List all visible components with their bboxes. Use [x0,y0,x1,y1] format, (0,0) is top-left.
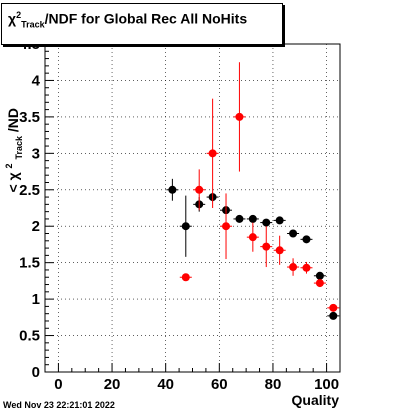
title-sup: 2 [16,10,22,20]
black-data-point [235,214,244,223]
x-tick-label: 40 [157,376,174,393]
y-tick-label: 1.5 [19,255,40,272]
title-chi: χ [8,10,17,27]
y-axis-title-rest: /ND [5,108,21,132]
y-tick-label: 4 [32,72,41,89]
x-axis-title: Quality [292,392,340,408]
x-tick-label: 80 [265,376,282,393]
chart-title-box: χ2Track/NDF for Global Rec All NoHits [1,3,283,45]
black-data-point [302,235,311,244]
grid-lines [45,43,340,373]
y-axis-title-sub: Track [14,135,24,160]
y-tick-label: 2.5 [19,182,40,199]
red-data-point [302,263,311,272]
red-data-point [248,233,257,242]
black-data-point [262,218,271,227]
title-rest: /NDF for Global Rec All NoHits [44,10,248,27]
x-tick-label: 0 [54,376,62,393]
data-markers [166,62,340,320]
red-data-point [275,246,284,255]
red-data-point [208,149,217,158]
red-data-point [329,303,338,312]
black-data-point [289,229,298,238]
y-tick-label: 3.5 [19,109,40,126]
axis-ticks [44,43,341,373]
black-data-point [329,311,338,320]
chart-title: χ2Track/NDF for Global Rec All NoHits [8,10,247,29]
y-axis-title: < χ 2 Track /ND [0,108,25,192]
y-tick-label: 0 [32,364,40,381]
black-data-point [315,271,324,280]
black-data-point [248,214,257,223]
plot-frame [44,43,341,373]
red-data-point [235,112,244,121]
black-data-point [168,185,177,194]
y-axis-title-sup: 2 [4,163,14,168]
x-tick-label: 60 [211,376,228,393]
red-data-point [222,222,231,231]
red-data-point [262,242,271,251]
title-sub: Track [21,19,45,30]
red-data-point [289,263,298,272]
red-data-point [181,273,190,282]
x-tick-label: 100 [314,376,339,393]
black-data-point [275,216,284,225]
red-data-point [195,185,204,194]
y-tick-label: 2 [32,218,40,235]
y-axis-title-chi: χ [5,172,21,180]
y-tick-label: 0.5 [19,328,40,345]
timestamp: Wed Nov 23 22:21:01 2022 [3,400,115,410]
y-tick-label: 1 [32,291,40,308]
x-tick-label: 20 [104,376,121,393]
y-axis-title-bracket: < [5,184,21,192]
red-data-point [315,279,324,288]
y-tick-label: 3 [32,145,40,162]
black-data-point [181,222,190,231]
